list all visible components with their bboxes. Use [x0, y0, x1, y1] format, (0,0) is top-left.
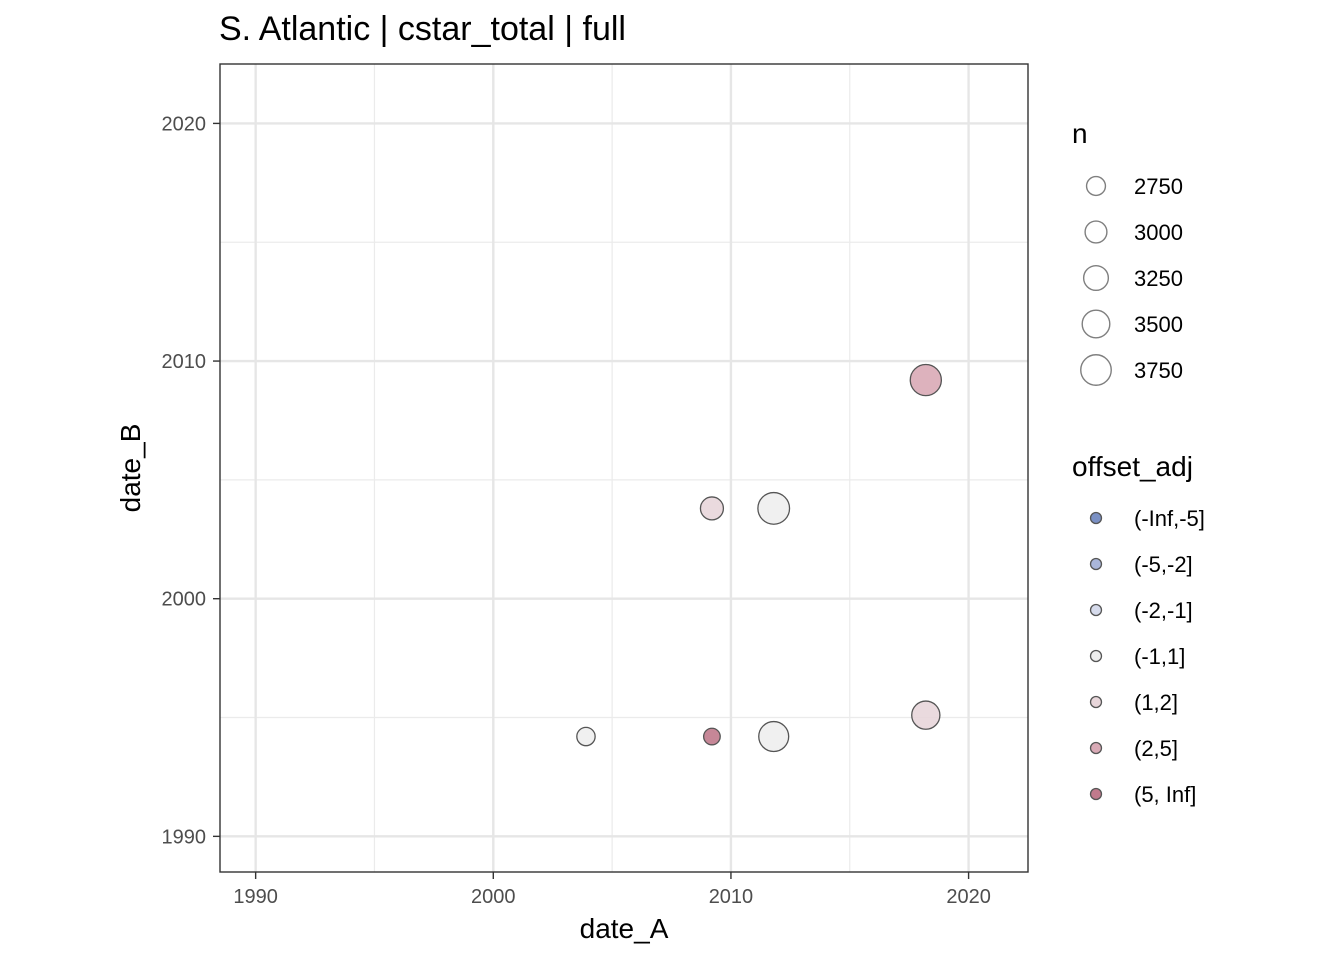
- x-tick-label: 2010: [709, 886, 754, 908]
- data-point: [699, 496, 725, 521]
- size-legend-label: 3250: [1134, 266, 1183, 291]
- data-point: [757, 491, 791, 525]
- y-tick-label: 2010: [162, 351, 207, 373]
- color-legend-key: [1089, 557, 1103, 571]
- color-legend-label: (-1,1]: [1134, 644, 1185, 669]
- color-legend-label: (2,5]: [1134, 736, 1178, 761]
- color-legend-key: [1089, 695, 1103, 709]
- plot-panel-background: [220, 64, 1028, 872]
- axes: 1990 2000 2010 2020 1990 2000 2010 2020: [162, 113, 991, 908]
- size-legend-key: [1085, 175, 1107, 197]
- plot-panel-border: [219, 63, 1029, 873]
- data-point: [576, 726, 596, 747]
- grid-lines: [220, 64, 1028, 872]
- color-legend-key: [1089, 603, 1103, 617]
- size-legend: n 2750 3000 3250 3500 3750: [1072, 118, 1183, 386]
- data-point: [909, 363, 943, 397]
- data-points: [576, 363, 943, 753]
- data-point: [758, 720, 790, 753]
- x-tick-label: 2020: [946, 886, 991, 908]
- y-axis-title: date_B: [115, 424, 146, 513]
- size-legend-label: 3750: [1134, 358, 1183, 383]
- size-legend-title: n: [1072, 118, 1088, 149]
- x-tick-label: 1990: [233, 886, 278, 908]
- color-legend-key: [1089, 741, 1103, 755]
- color-legend-label: (5, Inf]: [1134, 782, 1196, 807]
- color-legend-key: [1089, 511, 1103, 525]
- size-legend-label: 3500: [1134, 312, 1183, 337]
- color-legend-label: (-2,-1]: [1134, 598, 1193, 623]
- y-tick-label: 2020: [162, 113, 207, 135]
- data-point: [702, 727, 721, 746]
- size-legend-key: [1084, 220, 1108, 244]
- size-legend-label: 3000: [1134, 220, 1183, 245]
- data-point: [911, 700, 941, 730]
- color-legend-label: (1,2]: [1134, 690, 1178, 715]
- color-legend-label: (-Inf,-5]: [1134, 506, 1205, 531]
- size-legend-key: [1082, 264, 1110, 292]
- size-legend-label: 2750: [1134, 174, 1183, 199]
- color-legend-title: offset_adj: [1072, 451, 1193, 482]
- color-legend: offset_adj (-Inf,-5] (-5,-2] (-2,-1] (-1,1]…: [1072, 451, 1205, 807]
- color-legend-key: [1089, 649, 1103, 663]
- color-legend-key: [1089, 787, 1103, 801]
- chart-title: S. Atlantic | cstar_total | full: [219, 10, 626, 48]
- y-tick-label: 2000: [162, 589, 207, 611]
- size-legend-key: [1080, 354, 1112, 386]
- size-legend-key: [1081, 309, 1111, 339]
- x-tick-label: 2000: [471, 886, 516, 908]
- color-legend-label: (-5,-2]: [1134, 552, 1193, 577]
- x-axis-title: date_A: [580, 913, 669, 944]
- y-tick-label: 1990: [162, 826, 207, 848]
